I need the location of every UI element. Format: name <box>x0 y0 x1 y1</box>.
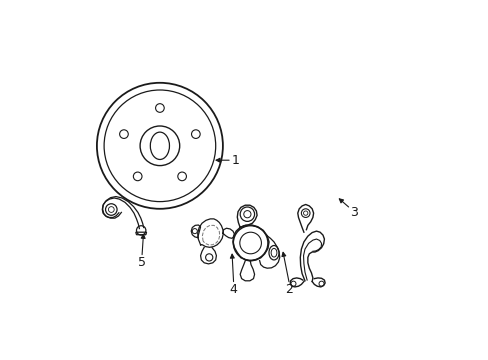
Text: 4: 4 <box>229 283 237 296</box>
Text: 1: 1 <box>231 154 239 167</box>
Text: 5: 5 <box>138 256 145 269</box>
Text: 3: 3 <box>349 206 358 219</box>
Text: 2: 2 <box>285 283 293 296</box>
